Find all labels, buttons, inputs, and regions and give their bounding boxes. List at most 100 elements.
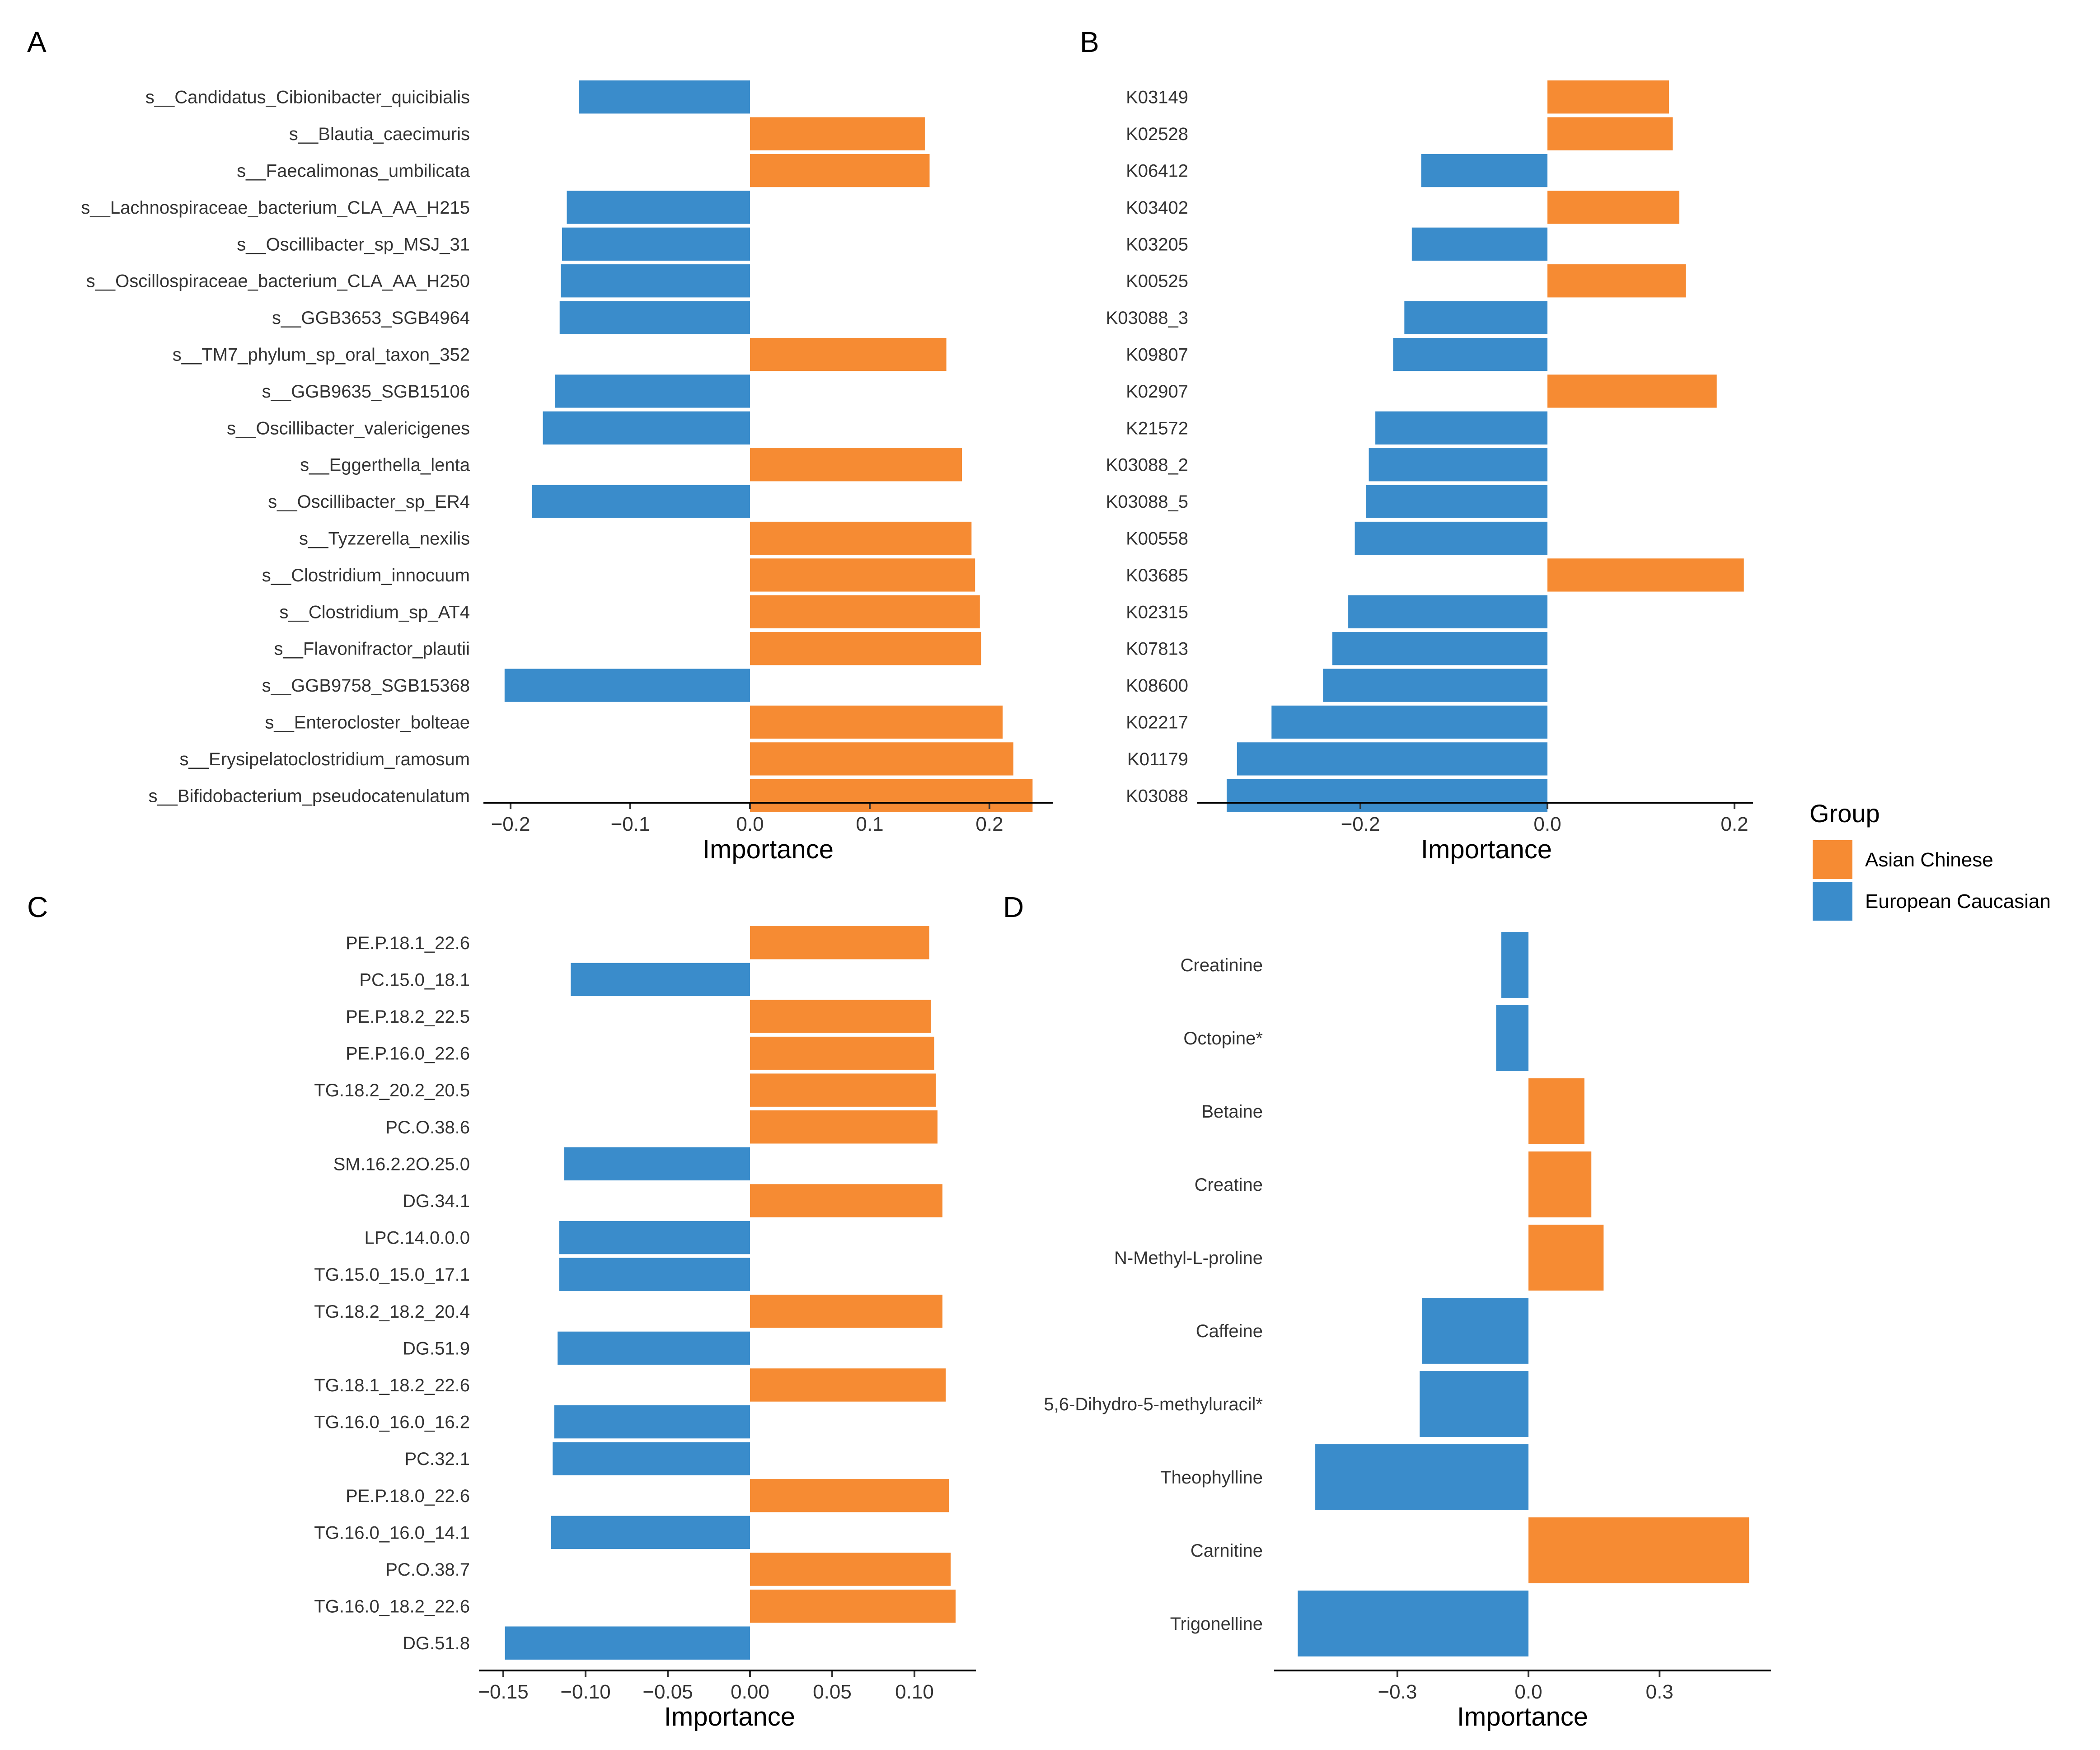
panel-c-category-label: PE.P.18.2_22.5	[346, 1007, 470, 1027]
legend-label-european-caucasian: European Caucasian	[1865, 890, 2051, 912]
panel-c-category-label: TG.18.1_18.2_22.6	[314, 1376, 470, 1395]
panel-d-category-label: Octopine*	[1183, 1029, 1263, 1048]
panel-a-category-label: s__Tyzzerella_nexilis	[299, 529, 470, 549]
panel-d-x-tick-label: 0.0	[1514, 1681, 1542, 1703]
panel-a-category-label: s__TM7_phylum_sp_oral_taxon_352	[173, 345, 470, 365]
panel-d-bar-creatine	[1528, 1151, 1592, 1217]
panel-a-x-tick-label: −0.2	[491, 813, 530, 835]
panel-a-x-tick-label: 0.0	[736, 813, 764, 835]
panel-c-category-label: TG.16.0_18.2_22.6	[314, 1597, 470, 1617]
panel-a-category-label: s__Eggerthella_lenta	[300, 455, 470, 475]
panel-c-bar-dg-51-8	[505, 1626, 750, 1660]
panel-d-x-tick-label: −0.3	[1378, 1681, 1417, 1703]
panel-c-category-label: PE.P.18.0_22.6	[346, 1486, 470, 1506]
panel-a-category-label: s__GGB9758_SGB15368	[262, 676, 470, 696]
panel-a-category-label: s__Faecalimonas_umbilicata	[237, 161, 470, 181]
panel-a-bar-s-blautia-caecimuris	[750, 117, 925, 150]
panel-c-bar-dg-51-9	[558, 1331, 750, 1365]
panel-c-bar-tg-15-0-15-0-17-1	[559, 1258, 750, 1291]
panel-c-bar-tg-16-0-16-0-16-2	[554, 1405, 750, 1439]
panel-b-bar-k01179	[1237, 742, 1547, 776]
panel-b-category-label: K00558	[1126, 529, 1188, 549]
panel-b-bar-k00525	[1547, 264, 1686, 298]
panel-a-category-label: s__Oscillibacter_sp_ER4	[268, 492, 470, 512]
panel-c-category-label: TG.15.0_15.0_17.1	[314, 1265, 470, 1285]
panel-c-category-label: PC.15.0_18.1	[359, 970, 470, 990]
panel-c-bar-pe-p-18-2-22-5	[750, 1000, 931, 1033]
legend-label-asian-chinese: Asian Chinese	[1865, 849, 1993, 871]
panel-a-bar-s-tyzzerella-nexilis	[750, 521, 972, 555]
panel-b-category-label: K03088_5	[1106, 492, 1188, 512]
panel-b-category-label: K02217	[1126, 713, 1188, 733]
panel-a-bar-s-oscillibacter-valericigenes	[543, 411, 750, 445]
panel-d-letter: D	[1003, 891, 1024, 923]
panel-d-category-label: Creatine	[1195, 1175, 1263, 1195]
panel-b-bar-k06412	[1421, 154, 1547, 187]
panel-a-category-label: s__Oscillibacter_sp_MSJ_31	[237, 234, 470, 254]
panel-b-category-label: K02315	[1126, 602, 1188, 622]
panel-a-category-label: s__Blautia_caecimuris	[289, 124, 470, 144]
panel-c-chart: PE.P.18.1_22.6 PC.15.0_18.1 PE.P.18.2_22.5…	[314, 926, 956, 1703]
panel-a-bar-s-clostridium-sp-at4	[750, 595, 980, 628]
panel-c-bar-pc-o-38-7	[750, 1553, 951, 1586]
panel-b-category-label: K09807	[1126, 345, 1188, 365]
panel-c-bar-tg-16-0-16-0-14-1	[551, 1516, 750, 1549]
panel-a-category-label: s__GGB3653_SGB4964	[272, 308, 470, 328]
panel-c-category-label: TG.16.0_16.0_14.1	[314, 1523, 470, 1543]
panel-d-category-label: Trigonelline	[1170, 1614, 1263, 1634]
panel-b-category-label: K03088	[1126, 786, 1188, 806]
panel-b-bar-k03088-5	[1366, 485, 1547, 518]
panel-d-category-label: Theophylline	[1160, 1468, 1263, 1488]
panel-c-letter: C	[27, 891, 48, 923]
panel-b-x-tick-label: 0.2	[1720, 813, 1748, 835]
panel-a-category-label: s__Clostridium_innocuum	[262, 566, 470, 585]
panel-c-category-label: PC.32.1	[404, 1449, 470, 1469]
panel-b-bar-k08600	[1323, 669, 1547, 702]
panel-a-category-label: s__Bifidobacterium_pseudocatenulatum	[148, 786, 470, 806]
panel-b-category-label: K00525	[1126, 271, 1188, 291]
panel-a-category-label: s__Clostridium_sp_AT4	[279, 602, 470, 622]
panel-c-x-tick-label: 0.00	[731, 1681, 769, 1703]
legend-title: Group	[1809, 799, 1880, 828]
panel-d-bar-octopine	[1496, 1005, 1528, 1071]
panel-b-category-label: K02528	[1126, 124, 1188, 144]
panel-d-x-axis-title: Importance	[1457, 1702, 1588, 1731]
panel-c-x-tick-label: 0.05	[813, 1681, 852, 1703]
panel-b-category-label: K03402	[1126, 198, 1188, 218]
panel-b-bar-k03088	[1227, 779, 1547, 812]
panel-a-bar-s-oscillospiraceae-bacterium-cla-aa-h250	[561, 264, 750, 298]
panel-b-category-label: K21572	[1126, 418, 1188, 438]
panel-d-bar-betaine	[1528, 1078, 1584, 1144]
panel-d-bar-carnitine	[1528, 1517, 1749, 1583]
panel-c-x-axis-title: Importance	[664, 1702, 795, 1731]
panel-c-bar-tg-18-2-20-2-20-5	[750, 1073, 936, 1107]
panel-b-x-tick-label: −0.2	[1341, 813, 1380, 835]
panel-b-category-label: K06412	[1126, 161, 1188, 181]
panel-a-bar-s-ggb9635-sgb15106	[555, 374, 750, 408]
panel-b-bar-k03685	[1547, 558, 1744, 592]
panel-b-bar-k02217	[1271, 705, 1547, 739]
panel-b-category-label: K03205	[1126, 234, 1188, 254]
panel-a-chart: s__Candidatus_Cibionibacter_quicibialiss…	[81, 80, 1033, 835]
panel-c: C PE.P.18.1_22.6 PC.15.0_18.1 PE.P.18.2_22…	[27, 891, 976, 1731]
panel-b-bar-k02528	[1547, 117, 1673, 150]
panel-c-category-label: TG.18.2_20.2_20.5	[314, 1081, 470, 1100]
panel-b-category-label: K03685	[1126, 566, 1188, 585]
panel-b-category-label: K08600	[1126, 676, 1188, 696]
panel-c-bar-sm-16-2-2o-25-0	[564, 1147, 750, 1181]
panel-d-bar-theophylline	[1315, 1444, 1528, 1510]
panel-b-category-label: K03149	[1126, 88, 1188, 108]
panel-a-x-tick-label: 0.2	[975, 813, 1003, 835]
panel-c-category-label: PC.O.38.7	[385, 1560, 470, 1580]
panel-b-bar-k03088-3	[1404, 301, 1547, 334]
panel-c-bar-pe-p-16-0-22-6	[750, 1036, 934, 1070]
panel-c-x-tick-label: −0.10	[560, 1681, 610, 1703]
panel-a-category-label: s__Candidatus_Cibionibacter_quicibialis	[145, 88, 470, 108]
panel-a-bar-s-eggerthella-lenta	[750, 448, 962, 482]
panel-b-bar-k00558	[1355, 521, 1547, 555]
panel-c-bar-pe-p-18-0-22-6	[750, 1479, 949, 1512]
panel-b-bar-k02315	[1348, 595, 1547, 628]
panel-c-bar-pc-15-0-18-1	[571, 963, 750, 997]
panel-b-bar-k02907	[1547, 374, 1717, 408]
